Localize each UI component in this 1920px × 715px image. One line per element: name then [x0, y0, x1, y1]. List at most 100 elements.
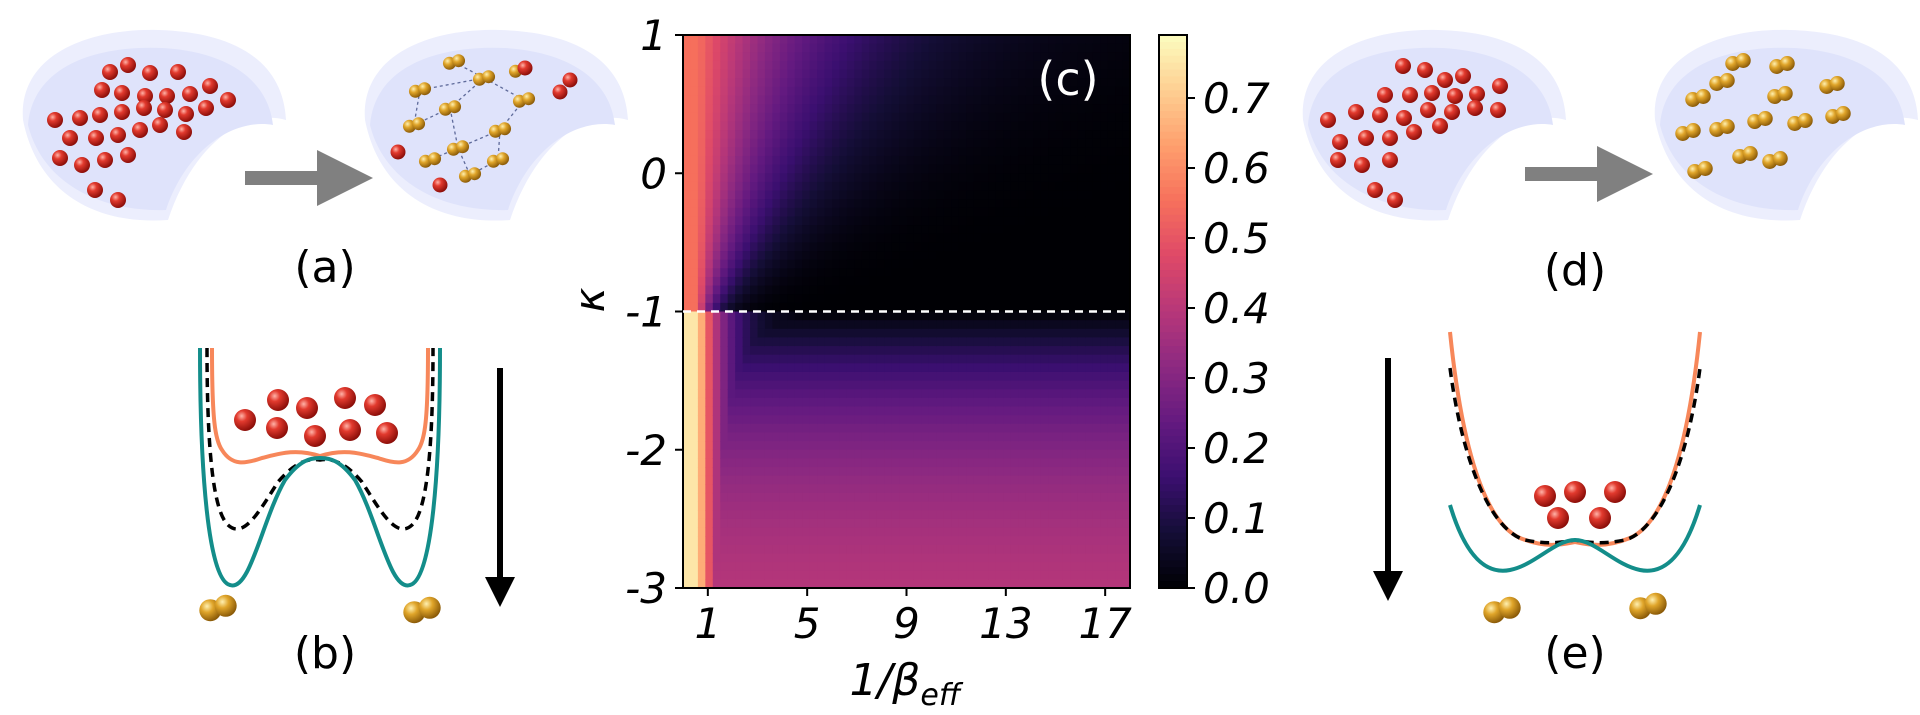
heatmap-cell	[899, 536, 908, 546]
heatmap-cell	[995, 432, 1004, 442]
heatmap-cell	[943, 415, 952, 425]
heatmap-cell	[1077, 112, 1086, 123]
heatmap-cell	[846, 492, 855, 503]
gold-particle	[1695, 89, 1711, 104]
heatmap-cell	[943, 397, 952, 408]
heatmap-cell	[817, 328, 826, 339]
heatmap-cell	[750, 138, 759, 148]
heatmap-cell	[1077, 484, 1086, 494]
heatmap-cell	[1048, 242, 1057, 252]
heatmap-cell	[846, 155, 855, 166]
heatmap-cell	[787, 371, 796, 382]
heatmap-cell	[891, 43, 900, 53]
heatmap-cell	[1070, 501, 1079, 511]
heatmap-cell	[943, 510, 952, 520]
heatmap-cell	[742, 112, 751, 123]
heatmap-cell	[1055, 562, 1064, 572]
heatmap-cell	[817, 60, 826, 71]
heatmap-cell	[1010, 207, 1019, 218]
heatmap-cell	[1122, 570, 1131, 580]
heatmap-cell	[1033, 86, 1042, 97]
heatmap-cell	[757, 544, 766, 555]
heatmap-cell	[839, 43, 848, 53]
heatmap-cell	[958, 268, 967, 278]
heatmap-cell	[779, 294, 788, 304]
heatmap-cell	[779, 138, 788, 148]
heatmap-cell	[690, 35, 699, 45]
heatmap-cell	[697, 458, 706, 468]
colorbar-cell	[1159, 546, 1187, 555]
heatmap-cell	[899, 363, 908, 373]
heatmap-cell	[1062, 43, 1071, 53]
heatmap-cell	[809, 78, 818, 88]
heatmap-cell	[1048, 363, 1057, 373]
colorbar-ticks: 0.00.10.20.30.40.50.60.7	[1187, 74, 1270, 613]
heatmap-cell	[772, 35, 781, 45]
heatmap-cell	[817, 432, 826, 442]
heatmap-cell	[1003, 138, 1012, 148]
heatmap-cell	[913, 190, 922, 200]
heatmap-cell	[1025, 415, 1034, 425]
red-particle	[1534, 485, 1556, 507]
heatmap-cell	[1122, 112, 1131, 123]
heatmap-cell	[787, 181, 796, 192]
heatmap-cell	[995, 510, 1004, 520]
heatmap-cell	[787, 233, 796, 243]
heatmap-cell	[832, 285, 841, 295]
heatmap-cell	[876, 363, 885, 373]
heatmap-cell	[995, 570, 1004, 580]
heatmap-cell	[1040, 276, 1049, 287]
heatmap-cell	[735, 112, 744, 123]
heatmap-cell	[988, 553, 997, 563]
heatmap-cell	[869, 320, 878, 330]
heatmap-cell	[1062, 138, 1071, 148]
heatmap-cell	[742, 147, 751, 157]
heatmap-cell	[846, 78, 855, 88]
heatmap-cell	[832, 104, 841, 114]
colorbar-cell	[1159, 304, 1187, 313]
heatmap-cell	[906, 311, 915, 321]
heatmap-cell	[891, 35, 900, 45]
heatmap-cell	[936, 467, 945, 477]
heatmap-cell	[906, 423, 915, 434]
heatmap-cell	[1085, 518, 1094, 529]
heatmap-cell	[846, 380, 855, 390]
heatmap-cell	[1025, 562, 1034, 572]
heatmap-cell	[928, 415, 937, 425]
heatmap-cell	[690, 251, 699, 261]
red-particle	[266, 417, 288, 439]
heatmap-cell	[1100, 492, 1109, 503]
heatmap-cell	[757, 86, 766, 97]
heatmap-cell	[973, 423, 982, 434]
heatmap-cell	[876, 501, 885, 511]
heatmap-cell	[1048, 441, 1057, 451]
heatmap-cell	[891, 147, 900, 157]
heatmap-cell	[750, 570, 759, 580]
heatmap-cell	[727, 233, 736, 243]
heatmap-cell	[981, 311, 990, 321]
heatmap-cell	[846, 285, 855, 295]
heatmap-cell	[951, 207, 960, 218]
heatmap-cell	[690, 130, 699, 140]
heatmap-cell	[735, 138, 744, 148]
heatmap-cell	[1070, 35, 1079, 45]
heatmap-cell	[1003, 52, 1012, 62]
heatmap-cell	[750, 346, 759, 356]
colorbar-cell	[1159, 124, 1187, 133]
colorbar-cell	[1159, 214, 1187, 223]
heatmap-cell	[824, 268, 833, 278]
heatmap-cell	[966, 302, 975, 313]
heatmap-cell	[1085, 78, 1094, 88]
heatmap-cell	[854, 501, 863, 511]
heatmap-cell	[981, 518, 990, 529]
heatmap-cell	[854, 346, 863, 356]
heatmap-cell	[772, 371, 781, 382]
heatmap-cell	[802, 138, 811, 148]
heatmap-cell	[1077, 354, 1086, 364]
heatmap-cell	[712, 78, 721, 88]
heatmap-cell	[824, 69, 833, 79]
heatmap-cell	[891, 570, 900, 580]
heatmap-cell	[906, 579, 915, 589]
heatmap-cell	[951, 43, 960, 53]
heatmap-cell	[943, 501, 952, 511]
